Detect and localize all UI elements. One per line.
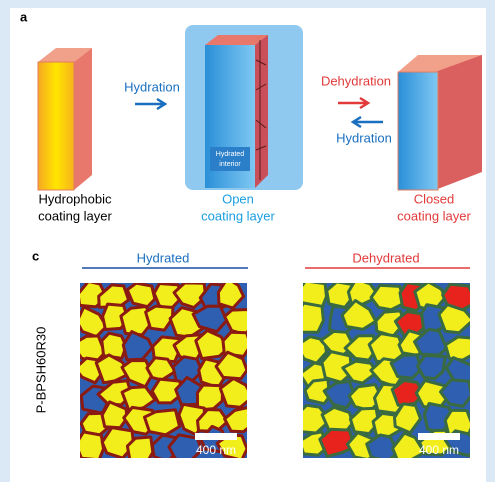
domain <box>322 379 357 410</box>
caption: coating layer <box>201 208 275 223</box>
block-top <box>205 35 268 45</box>
scale-label: 400 nm <box>196 443 236 457</box>
scale-label: 400 nm <box>419 443 459 457</box>
micrograph <box>80 283 247 458</box>
block-side <box>435 55 482 190</box>
domain <box>80 430 105 458</box>
domain <box>144 304 175 332</box>
domain <box>303 377 331 406</box>
caption: coating layer <box>38 208 112 223</box>
domain <box>390 379 426 407</box>
domain <box>437 303 470 335</box>
domain <box>125 283 157 309</box>
domain <box>100 331 128 360</box>
caption: Hydrophobic <box>39 191 112 206</box>
micrograph <box>303 283 470 458</box>
domain <box>216 283 246 310</box>
domain <box>393 402 422 435</box>
caption: Open <box>222 191 254 206</box>
block-front <box>37 61 75 191</box>
domain <box>191 304 229 334</box>
panel-label: c <box>32 248 39 263</box>
domain <box>318 427 356 458</box>
domain <box>365 433 400 458</box>
open-block: Hydrated interior <box>185 25 303 190</box>
panel-label: a <box>20 9 28 24</box>
step-label: Hydration <box>124 79 180 94</box>
domain <box>369 283 407 312</box>
interior-box <box>210 147 250 171</box>
arrow <box>350 115 383 129</box>
domain <box>340 299 378 331</box>
image-title: Hydrated <box>137 250 190 265</box>
scale-bar <box>195 433 237 440</box>
block-side <box>255 35 268 188</box>
sample-label: P-BPSH60R30 <box>33 327 48 414</box>
domain <box>439 378 470 408</box>
closed-block <box>397 55 482 191</box>
domain <box>143 408 182 437</box>
step-label: Hydration <box>336 130 392 145</box>
inner-label: Hydrated <box>216 151 245 158</box>
domain <box>151 335 182 364</box>
step-label: Dehydration <box>321 73 391 88</box>
domain <box>150 377 185 405</box>
image-title: Dehydrated <box>352 250 419 265</box>
domain <box>348 406 381 436</box>
domain <box>221 330 247 358</box>
arrow <box>338 96 371 110</box>
domain <box>215 433 247 458</box>
domain <box>214 350 247 381</box>
inner-label: interior <box>219 161 241 168</box>
domain <box>341 359 379 385</box>
domain <box>125 435 155 458</box>
domain <box>343 334 378 362</box>
domain <box>100 426 136 458</box>
domain <box>223 406 247 434</box>
block-side <box>74 48 92 190</box>
domain <box>172 283 208 310</box>
domain <box>303 301 325 334</box>
cracks <box>255 40 267 180</box>
domain <box>416 354 447 381</box>
hydrophobic-block <box>37 48 92 191</box>
block-front <box>397 71 439 191</box>
domain <box>194 329 229 361</box>
caption: Closed <box>414 191 454 206</box>
arrow <box>135 97 168 111</box>
domain <box>389 353 423 380</box>
domain <box>218 376 247 409</box>
caption: coating layer <box>397 208 471 223</box>
domain <box>391 431 426 458</box>
scale-bar <box>418 433 460 440</box>
